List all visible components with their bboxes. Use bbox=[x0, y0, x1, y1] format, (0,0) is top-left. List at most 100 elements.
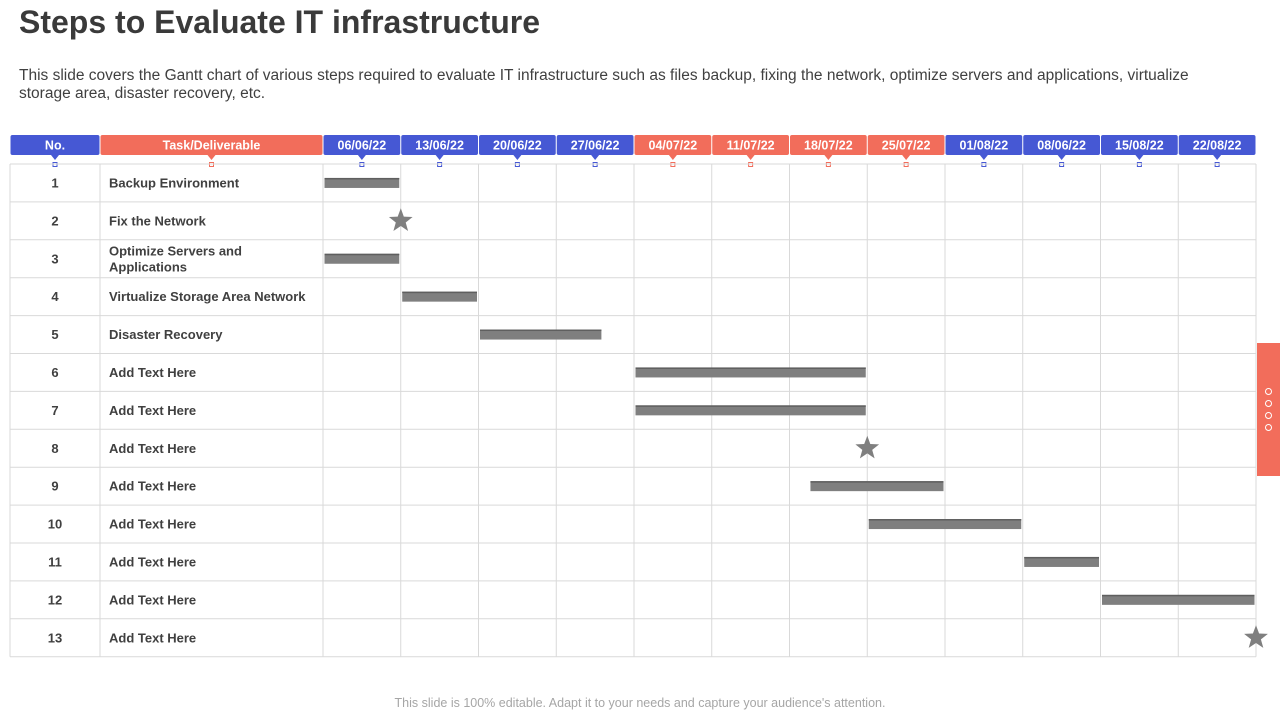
header-task-bg bbox=[100, 135, 323, 155]
gantt-bar-edge bbox=[324, 177, 400, 180]
task-number: 12 bbox=[48, 592, 62, 607]
task-label: Add Text Here bbox=[109, 592, 196, 607]
week-header-pointer-icon bbox=[1135, 155, 1144, 160]
task-label: Add Text Here bbox=[109, 630, 196, 645]
task-label: Applications bbox=[109, 259, 187, 274]
week-header-pointer-icon bbox=[1213, 155, 1222, 160]
week-header: 01/08/22 bbox=[960, 139, 1009, 153]
task-number: 8 bbox=[51, 441, 58, 456]
week-header: 27/06/22 bbox=[571, 139, 620, 153]
week-header: 04/07/22 bbox=[649, 139, 698, 153]
week-header-bg bbox=[479, 135, 556, 155]
side-nav-dot-icon[interactable] bbox=[1265, 388, 1272, 395]
gantt-bar-edge bbox=[635, 405, 866, 407]
task-number: 6 bbox=[51, 365, 58, 380]
page-title: Steps to Evaluate IT infrastructure bbox=[19, 4, 541, 40]
header-no: No. bbox=[45, 139, 65, 153]
side-nav-dot-icon[interactable] bbox=[1265, 400, 1272, 407]
task-label: Add Text Here bbox=[109, 479, 196, 494]
task-label: Add Text Here bbox=[109, 554, 196, 569]
side-navigation-tab[interactable] bbox=[1257, 343, 1280, 476]
week-header-bg bbox=[323, 135, 401, 155]
task-number: 1 bbox=[51, 175, 58, 190]
task-label: Optimize Servers and bbox=[109, 243, 242, 258]
week-header-pointer-icon bbox=[746, 155, 755, 160]
gantt-bar bbox=[324, 253, 400, 264]
task-label: Add Text Here bbox=[109, 441, 196, 456]
header-no-pointer-icon bbox=[51, 155, 59, 160]
task-label: Add Text Here bbox=[109, 365, 196, 380]
task-label: Add Text Here bbox=[109, 403, 196, 418]
week-header: 15/08/22 bbox=[1115, 139, 1164, 153]
week-header: 18/07/22 bbox=[804, 139, 853, 153]
gantt-bar-edge bbox=[402, 291, 477, 294]
week-header: 11/07/22 bbox=[727, 139, 775, 153]
week-header: 08/06/22 bbox=[1037, 139, 1086, 153]
week-header: 20/06/22 bbox=[493, 139, 542, 153]
week-header-bg bbox=[401, 135, 478, 155]
gantt-bar-edge bbox=[1024, 556, 1099, 559]
task-number: 4 bbox=[51, 289, 59, 304]
milestone-star-icon bbox=[855, 435, 880, 459]
gantt-bar bbox=[635, 367, 866, 378]
task-number: 5 bbox=[51, 327, 58, 342]
week-header-pointer-icon bbox=[357, 155, 366, 160]
gantt-bar-edge bbox=[868, 519, 1022, 521]
gantt-bar bbox=[1102, 594, 1255, 605]
week-header-pointer-icon bbox=[668, 155, 677, 160]
side-nav-dot-icon[interactable] bbox=[1265, 424, 1272, 431]
task-label: Add Text Here bbox=[109, 517, 196, 532]
gantt-bar-edge bbox=[1102, 594, 1255, 597]
task-number: 13 bbox=[48, 630, 62, 645]
gantt-bar bbox=[635, 405, 866, 416]
gantt-bar bbox=[480, 329, 602, 340]
week-header-pointer-icon bbox=[591, 155, 600, 160]
gantt-bar-edge bbox=[324, 253, 400, 256]
task-number: 11 bbox=[48, 554, 62, 569]
week-header-pointer-icon bbox=[513, 155, 522, 160]
week-header: 25/07/22 bbox=[882, 139, 931, 153]
task-label: Disaster Recovery bbox=[109, 327, 223, 342]
milestone-star-icon bbox=[1244, 625, 1268, 648]
week-header-bg bbox=[556, 135, 634, 155]
task-number: 7 bbox=[51, 403, 58, 418]
side-nav-dot-icon[interactable] bbox=[1265, 412, 1272, 419]
week-header: 06/06/22 bbox=[338, 139, 387, 153]
header-task-pointer-icon bbox=[207, 155, 216, 160]
gantt-bar bbox=[1024, 556, 1099, 567]
week-header-bg bbox=[712, 135, 789, 155]
task-number: 3 bbox=[51, 251, 58, 266]
gantt-bar-edge bbox=[635, 367, 866, 369]
week-header-bg bbox=[945, 135, 1023, 155]
week-header: 13/06/22 bbox=[415, 139, 464, 153]
page-subtitle: This slide covers the Gantt chart of var… bbox=[19, 67, 1189, 102]
week-header-pointer-icon bbox=[902, 155, 911, 160]
task-number: 2 bbox=[51, 213, 58, 228]
task-label: Fix the Network bbox=[109, 213, 207, 228]
week-header-bg bbox=[1178, 135, 1256, 155]
task-label: Backup Environment bbox=[109, 175, 240, 190]
task-label: Virtualize Storage Area Network bbox=[109, 289, 306, 304]
task-number: 10 bbox=[48, 517, 62, 532]
task-number: 9 bbox=[51, 479, 58, 494]
week-header-pointer-icon bbox=[435, 155, 444, 160]
week-header-pointer-icon bbox=[824, 155, 833, 160]
week-header-bg bbox=[867, 135, 945, 155]
week-header-pointer-icon bbox=[1057, 155, 1066, 160]
gantt-bar-edge bbox=[480, 329, 602, 332]
milestone-star-icon bbox=[388, 208, 413, 231]
gantt-bar bbox=[810, 481, 944, 492]
week-header: 22/08/22 bbox=[1193, 139, 1242, 153]
header-no-bg bbox=[10, 135, 100, 155]
week-header-bg bbox=[634, 135, 712, 155]
footer-note: This slide is 100% editable. Adapt it to… bbox=[394, 696, 886, 710]
week-header-bg bbox=[1101, 135, 1178, 155]
week-header-bg bbox=[1023, 135, 1100, 155]
gantt-bar bbox=[868, 519, 1022, 530]
gantt-bar bbox=[402, 291, 477, 302]
gantt-bar-edge bbox=[810, 481, 944, 483]
week-header-bg bbox=[790, 135, 867, 155]
gantt-bar bbox=[324, 177, 400, 188]
